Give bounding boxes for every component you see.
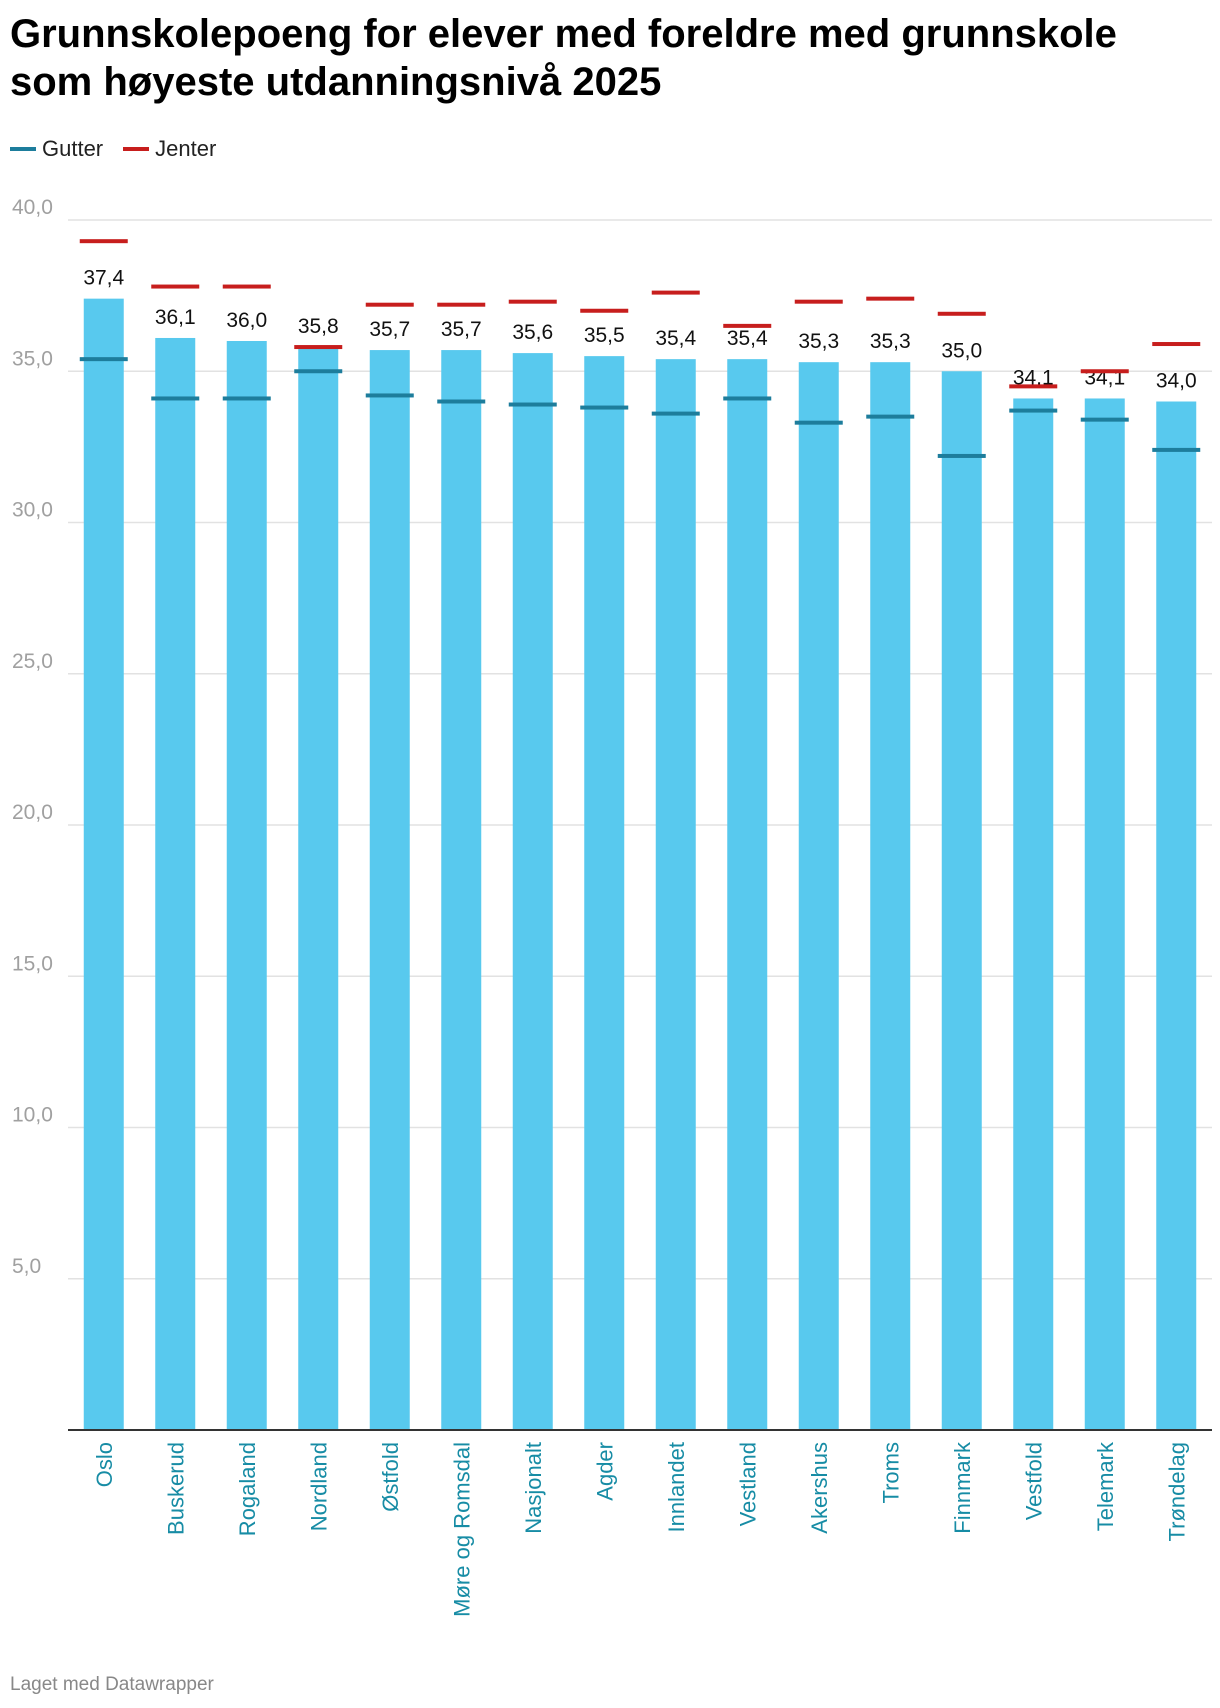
jenter-marker [794,299,843,304]
bar-value-label: 35,4 [727,327,768,350]
gutter-marker [866,414,915,419]
y-tick-label: 25,0 [12,650,53,673]
jenter-marker [937,311,986,316]
bar [226,341,267,1430]
y-tick-label: 15,0 [12,952,53,975]
bar [441,350,482,1431]
y-tick-label: 35,0 [12,347,53,370]
gutter-marker [151,396,200,401]
x-category-label: Rogaland [235,1442,260,1536]
gutter-marker [294,369,343,374]
gutter-marker [1080,417,1129,422]
legend-item-jenter: Jenter [123,136,216,162]
jenter-marker [294,345,343,350]
y-tick-label: 40,0 [12,196,53,219]
bar [512,353,553,1431]
gutter-marker [508,402,557,407]
bar [870,362,911,1430]
y-tick-label: 20,0 [12,801,53,824]
gutter-marker [723,396,772,401]
x-category-label: Troms [878,1442,903,1504]
jenter-marker [151,284,200,289]
legend-swatch-gutter [10,147,36,151]
x-category-label: Vestland [735,1442,760,1526]
gutter-marker [580,405,629,410]
bar-value-label: 35,0 [941,339,982,362]
x-category-label: Nordland [306,1442,331,1531]
bar [155,337,196,1431]
bar-value-label: 34,0 [1156,370,1197,393]
y-tick-label: 10,0 [12,1104,53,1127]
gutter-marker [365,393,414,398]
bar [798,362,839,1430]
x-category-label: Buskerud [163,1442,188,1535]
jenter-marker [580,308,629,313]
y-tick-label: 5,0 [12,1255,41,1278]
jenter-marker [508,299,557,304]
legend-label-gutter: Gutter [42,136,104,161]
bar-value-label: 36,1 [155,306,196,329]
x-category-label: Trøndelag [1164,1442,1189,1541]
bar-value-label: 35,3 [798,330,839,353]
x-category-label: Agder [592,1442,617,1501]
bar [584,356,625,1430]
bar [83,298,124,1430]
x-category-label: Telemark [1093,1441,1118,1531]
bar [1084,398,1125,1431]
jenter-marker [79,239,128,244]
bar-value-label: 35,8 [298,315,339,338]
legend-item-gutter: Gutter [10,136,103,162]
x-category-label: Nasjonalt [521,1442,546,1534]
bar-value-label: 35,7 [369,318,410,341]
bar-value-label: 36,0 [226,309,267,332]
jenter-marker [437,302,486,307]
bar [727,359,768,1430]
bar [1013,398,1054,1431]
gutter-marker [1009,408,1058,413]
bar-value-label: 35,6 [512,321,553,344]
gutter-marker [794,420,843,425]
bar-value-label: 34,1 [1013,366,1054,389]
jenter-marker [1009,384,1058,389]
jenter-marker [1080,369,1129,374]
gutter-marker [222,396,271,401]
legend: Gutter Jenter [10,135,236,163]
x-category-label: Østfold [378,1442,403,1512]
x-category-label: Oslo [92,1442,117,1487]
bar [655,359,696,1430]
gutter-marker [651,411,700,416]
bar-value-label: 37,4 [83,267,124,290]
legend-label-jenter: Jenter [155,136,217,161]
bar [941,371,982,1430]
bar-value-label: 35,3 [870,330,911,353]
jenter-marker [222,284,271,289]
bar [298,347,339,1430]
x-category-label: Vestfold [1021,1442,1046,1520]
footer-credit: Laget med Datawrapper [10,1674,214,1695]
jenter-marker [866,296,915,301]
bar [1156,401,1197,1430]
x-category-label: Møre og Romsdal [449,1442,474,1617]
bar-value-label: 35,5 [584,324,625,347]
chart-title: Grunnskolepoeng for elever med foreldre … [10,12,1117,104]
jenter-marker [365,302,414,307]
gutter-marker [437,399,486,404]
y-tick-label: 30,0 [12,499,53,522]
x-category-label: Finnmark [950,1441,975,1534]
bar-value-label: 35,7 [441,318,482,341]
gutter-marker [937,453,986,458]
bar-chart: 5,0 10,0 15,0 20,0 25,0 30,0 35,0 40,0 37,4 Oslo 3… [12,196,1212,1617]
bar [369,350,410,1431]
jenter-marker [1152,342,1201,347]
jenter-marker [651,290,700,295]
legend-swatch-jenter [123,147,150,151]
bar-value-label: 35,4 [655,327,696,350]
x-category-label: Akershus [807,1442,832,1534]
gutter-marker [1152,447,1201,452]
gutter-marker [79,357,128,362]
jenter-marker [723,323,772,328]
x-category-label: Innlandet [664,1442,689,1533]
